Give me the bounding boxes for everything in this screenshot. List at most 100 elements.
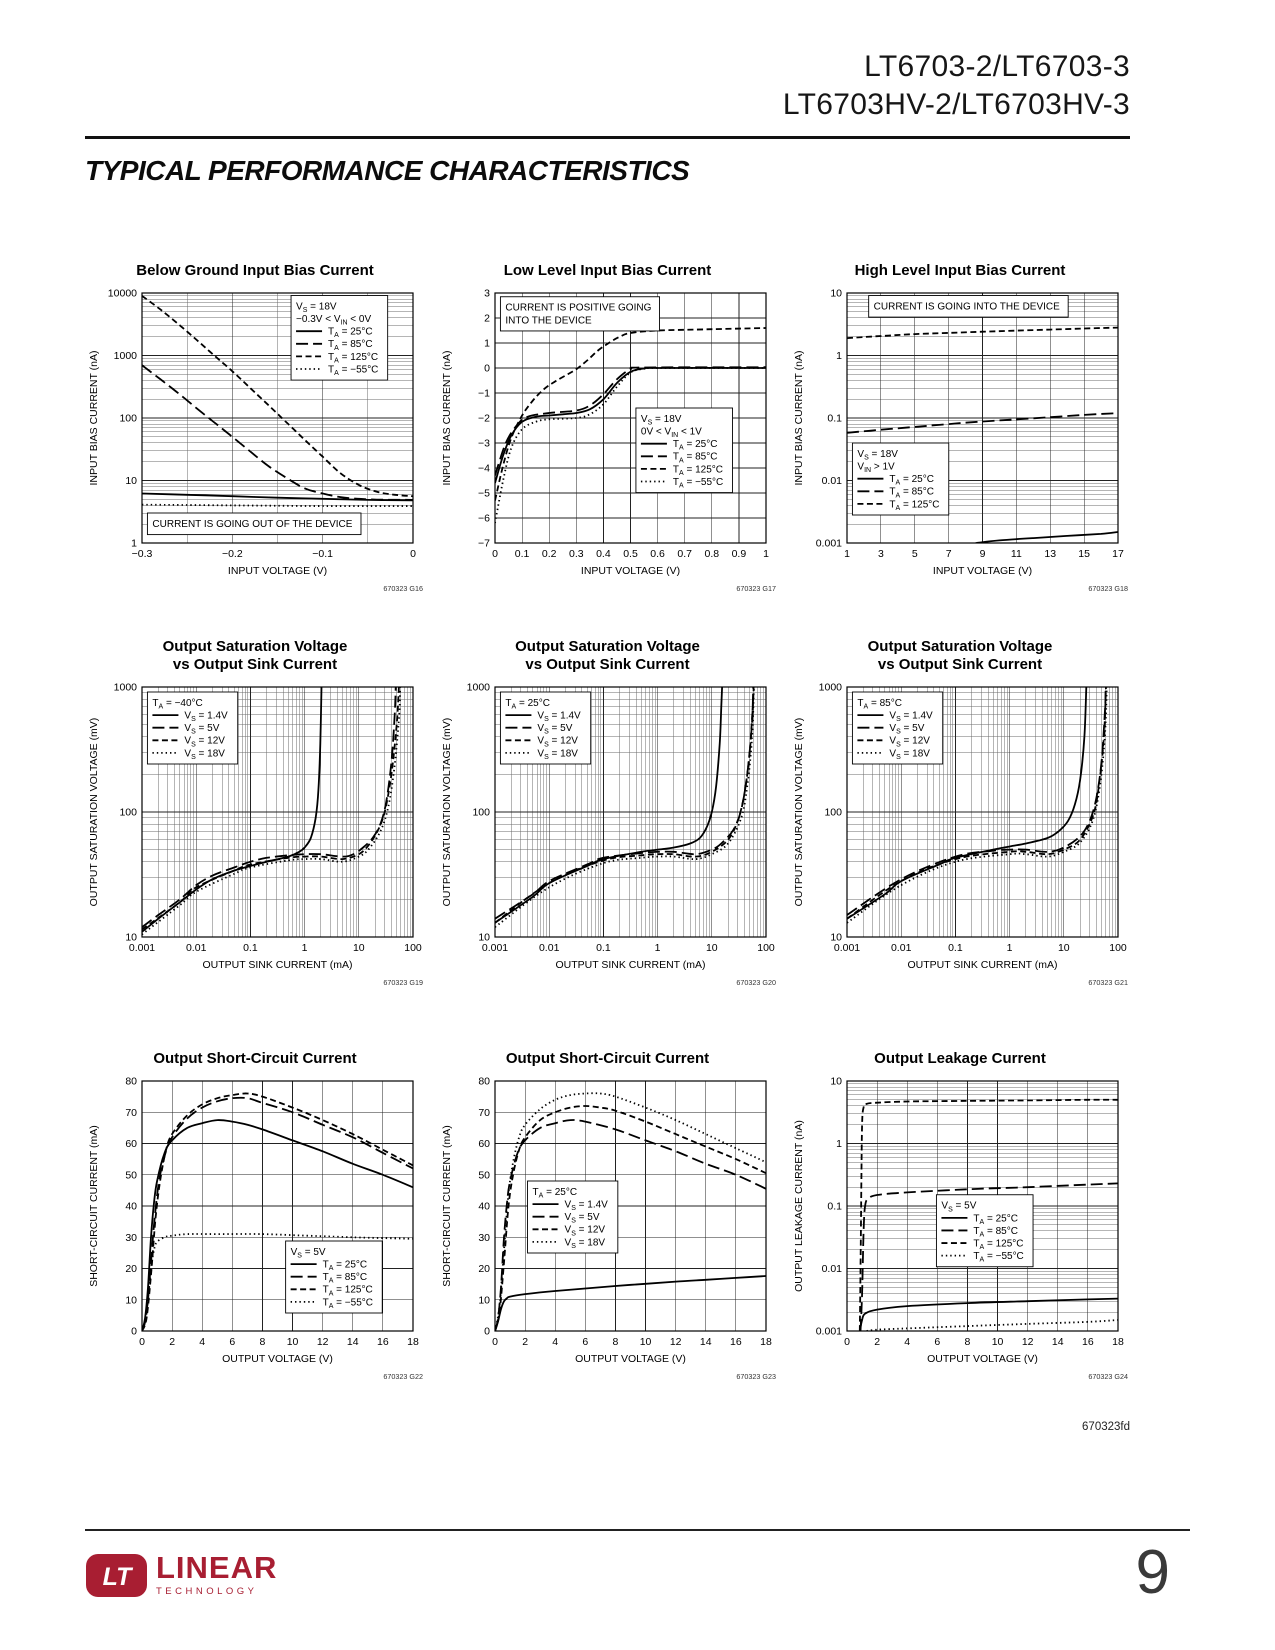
series-g23-0 [494, 1275, 766, 1331]
svg-text:0.001: 0.001 [481, 942, 507, 954]
series-g18-2 [847, 326, 1118, 339]
svg-text:10: 10 [830, 1076, 842, 1088]
svg-text:8: 8 [612, 1336, 618, 1348]
svg-text:70: 70 [125, 1107, 137, 1119]
chart-id-g17: 670323 G17 [736, 584, 776, 593]
svg-text:−0.3: −0.3 [132, 548, 153, 560]
svg-text:18: 18 [407, 1336, 419, 1348]
svg-text:8: 8 [965, 1336, 971, 1348]
svg-text:0: 0 [410, 548, 416, 560]
svg-text:100: 100 [1109, 942, 1127, 954]
svg-text:TA = 25°C: TA = 25°C [328, 327, 373, 340]
page-number: 9 [1135, 1537, 1170, 1607]
svg-text:1000: 1000 [466, 682, 490, 694]
svg-text:VS = 12V: VS = 12V [184, 736, 225, 749]
svg-text:80: 80 [125, 1076, 137, 1088]
part-number-line-1: LT6703-2/LT6703-3 [864, 50, 1130, 83]
svg-text:1: 1 [1007, 942, 1013, 954]
svg-text:6: 6 [582, 1336, 588, 1348]
svg-text:TA = 25°C: TA = 25°C [532, 1187, 577, 1200]
chart-g20: Output Saturation Voltage vs Output Sink … [438, 633, 778, 989]
svg-text:60: 60 [125, 1138, 137, 1150]
chart-g23: Output Short-Circuit Current 0 2 4 6 8 10 12 14 1… [438, 1027, 778, 1383]
series-g24-0 [858, 1297, 1118, 1331]
chart-id-g20: 670323 G20 [736, 978, 776, 987]
svg-text:100: 100 [404, 942, 422, 954]
charts-grid: Below Ground Input Bias Current −0.3 −0.2−… [85, 239, 1130, 1383]
svg-text:INPUT VOLTAGE (V): INPUT VOLTAGE (V) [580, 565, 679, 577]
svg-text:100: 100 [119, 413, 137, 425]
svg-text:10: 10 [478, 1294, 490, 1306]
svg-text:TA = 125°C: TA = 125°C [328, 352, 378, 365]
svg-text:1: 1 [131, 538, 137, 550]
svg-text:CURRENT IS GOING INTO THE DEVI: CURRENT IS GOING INTO THE DEVICE [874, 301, 1060, 312]
svg-text:0.4: 0.4 [596, 548, 611, 560]
svg-text:4: 4 [904, 1336, 910, 1348]
svg-text:0.01: 0.01 [822, 475, 843, 487]
svg-text:80: 80 [478, 1076, 490, 1088]
series-g24-3 [866, 1319, 1118, 1331]
svg-text:3: 3 [878, 548, 884, 560]
svg-text:1: 1 [844, 548, 850, 560]
lt-logo-linear: LINEAR [156, 1550, 278, 1586]
svg-text:100: 100 [472, 807, 490, 819]
svg-text:−1: −1 [478, 388, 490, 400]
svg-text:−0.3V < VIN < 0V: −0.3V < VIN < 0V [296, 314, 371, 327]
svg-text:TA = 85°C: TA = 85°C [672, 452, 717, 465]
svg-text:16: 16 [730, 1336, 742, 1348]
svg-text:OUTPUT SATURATION VOLTAGE (mV): OUTPUT SATURATION VOLTAGE (mV) [793, 718, 805, 907]
svg-text:TA = −55°C: TA = −55°C [672, 477, 722, 490]
svg-text:0: 0 [131, 1326, 137, 1338]
svg-text:0.01: 0.01 [186, 942, 207, 954]
svg-text:VS = 1.4V: VS = 1.4V [184, 711, 228, 724]
series-g24-1 [859, 1182, 1118, 1331]
svg-text:TA = 125°C: TA = 125°C [323, 1285, 373, 1298]
svg-text:14: 14 [347, 1336, 359, 1348]
svg-text:20: 20 [125, 1263, 137, 1275]
svg-text:14: 14 [699, 1336, 711, 1348]
svg-text:INPUT VOLTAGE (V): INPUT VOLTAGE (V) [933, 565, 1032, 577]
chart-g24: Output Leakage Current 0 2 4 6 8 10 12 14 16 18 0.0… [790, 1027, 1130, 1383]
svg-text:TA = 125°C: TA = 125°C [672, 464, 722, 477]
series-g19-2 [142, 687, 400, 931]
svg-text:70: 70 [478, 1107, 490, 1119]
chart-title-g23: Output Short-Circuit Current [505, 1050, 710, 1068]
svg-text:2: 2 [874, 1336, 880, 1348]
svg-text:4: 4 [199, 1336, 205, 1348]
svg-text:2: 2 [484, 313, 490, 325]
series-g20-3 [494, 687, 755, 928]
section-title: TYPICAL PERFORMANCE CHARACTERISTICS [85, 155, 690, 186]
svg-text:1: 1 [836, 1138, 842, 1150]
chart-id-g23: 670323 G23 [736, 1372, 776, 1381]
svg-text:OUTPUT SATURATION VOLTAGE (mV): OUTPUT SATURATION VOLTAGE (mV) [441, 718, 453, 907]
svg-text:10: 10 [830, 932, 842, 944]
svg-text:TA = 25°C: TA = 25°C [505, 698, 550, 711]
svg-text:TA = 25°C: TA = 25°C [323, 1260, 368, 1273]
chart-title-g16: Below Ground Input Bias Current [136, 262, 374, 280]
lt-logo-words: LINEAR TECHNOLOGY [156, 1550, 278, 1597]
svg-text:60: 60 [478, 1138, 490, 1150]
chart-title-g20: Output Saturation Voltage vs Output Sink … [515, 637, 700, 674]
svg-text:VS = 5V: VS = 5V [537, 723, 572, 736]
series-g23-2 [494, 1105, 766, 1331]
svg-text:10: 10 [125, 932, 137, 944]
svg-text:0: 0 [484, 1326, 490, 1338]
svg-text:OUTPUT SINK CURRENT (mA): OUTPUT SINK CURRENT (mA) [202, 959, 352, 971]
chart-plot-g20: 0.001 0.01 0.1 1 10 100 10 100 1000 OUTPUT SINK C… [441, 682, 776, 987]
svg-text:VS = 1.4V: VS = 1.4V [889, 711, 933, 724]
svg-text:10: 10 [639, 1336, 651, 1348]
svg-text:TA = 125°C: TA = 125°C [973, 1238, 1023, 1251]
chart-id-g24: 670323 G24 [1088, 1372, 1128, 1381]
svg-text:CURRENT IS GOING OUT OF THE DE: CURRENT IS GOING OUT OF THE DEVICE [152, 519, 352, 530]
svg-text:1: 1 [763, 548, 769, 560]
svg-text:TA = 85°C: TA = 85°C [323, 1272, 368, 1285]
svg-text:TA = 25°C: TA = 25°C [973, 1213, 1018, 1226]
chart-g18: High Level Input Bias Current 1 3 5 7 9 11 13 15… [790, 239, 1130, 595]
svg-text:VIN > 1V: VIN > 1V [857, 462, 895, 475]
svg-text:6: 6 [934, 1336, 940, 1348]
series-g22-0 [142, 1119, 413, 1331]
chart-id-g18: 670323 G18 [1088, 584, 1128, 593]
svg-text:OUTPUT SATURATION VOLTAGE (mV): OUTPUT SATURATION VOLTAGE (mV) [88, 718, 100, 907]
chart-id-g19: 670323 G19 [383, 978, 423, 987]
svg-text:0.8: 0.8 [704, 548, 719, 560]
